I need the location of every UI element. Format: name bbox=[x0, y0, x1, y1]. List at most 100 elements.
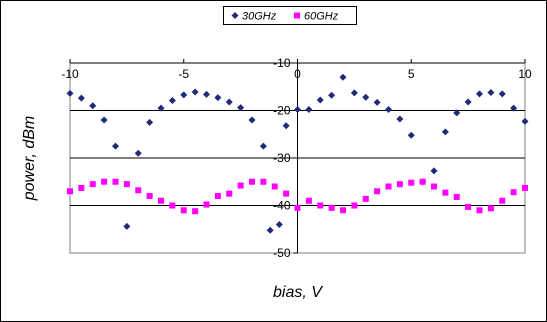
data-point bbox=[134, 149, 142, 157]
y-tick-label: -40 bbox=[273, 199, 291, 213]
data-point bbox=[373, 98, 381, 106]
data-point bbox=[430, 167, 438, 175]
data-point bbox=[135, 187, 142, 194]
data-point bbox=[214, 94, 222, 102]
data-point bbox=[191, 88, 199, 96]
x-tick-label: 10 bbox=[518, 67, 532, 81]
data-point bbox=[260, 178, 267, 185]
data-point bbox=[271, 183, 278, 190]
data-point bbox=[442, 189, 449, 196]
y-tick-labels: -10 -20 -30 -40 -50 bbox=[273, 56, 291, 260]
data-point bbox=[283, 190, 290, 197]
data-point bbox=[522, 184, 528, 191]
data-point bbox=[453, 193, 460, 200]
data-point bbox=[510, 189, 517, 196]
data-point bbox=[476, 90, 483, 98]
data-point bbox=[123, 222, 131, 230]
x-tick-label: -10 bbox=[61, 67, 79, 81]
data-point bbox=[192, 208, 199, 215]
data-point bbox=[350, 89, 358, 97]
data-point bbox=[305, 106, 313, 114]
data-point bbox=[521, 117, 529, 125]
data-point bbox=[487, 88, 495, 96]
data-point bbox=[275, 221, 283, 228]
data-point bbox=[123, 181, 130, 188]
series-30GHz bbox=[66, 73, 529, 234]
data-point bbox=[66, 89, 74, 97]
y-tick-label: -30 bbox=[273, 151, 291, 165]
data-point bbox=[203, 90, 210, 98]
data-point bbox=[67, 188, 73, 195]
legend-marker bbox=[231, 12, 239, 19]
data-point bbox=[407, 131, 415, 139]
data-point bbox=[374, 188, 381, 195]
legend-label: 30GHz bbox=[242, 11, 277, 23]
data-point bbox=[385, 106, 392, 114]
legend: 30GHz 60GHz bbox=[223, 6, 357, 25]
data-point bbox=[431, 183, 437, 190]
data-point bbox=[248, 116, 256, 124]
data-point bbox=[294, 204, 301, 211]
data-point bbox=[158, 197, 164, 204]
data-point bbox=[168, 97, 176, 105]
data-point bbox=[499, 197, 506, 204]
data-point bbox=[408, 179, 415, 186]
legend-marker bbox=[294, 12, 300, 19]
data-point bbox=[78, 184, 85, 191]
data-point bbox=[169, 202, 176, 209]
x-axis-title: bias, V bbox=[273, 284, 323, 301]
data-point bbox=[225, 98, 233, 106]
data-point bbox=[328, 204, 335, 211]
data-point bbox=[339, 73, 347, 81]
x-tick-label: 5 bbox=[408, 67, 415, 81]
data-point bbox=[237, 104, 245, 112]
data-point bbox=[100, 116, 108, 124]
y-tick-label: -20 bbox=[273, 104, 291, 118]
y-axis-title: power, dBm bbox=[21, 116, 38, 201]
data-point bbox=[249, 178, 255, 185]
data-point bbox=[498, 90, 506, 98]
data-point bbox=[441, 128, 449, 136]
data-point bbox=[316, 96, 324, 104]
data-point bbox=[259, 142, 267, 150]
data-point bbox=[89, 181, 96, 188]
data-point bbox=[476, 207, 483, 214]
data-point bbox=[112, 178, 119, 185]
data-point bbox=[282, 122, 290, 130]
data-point bbox=[328, 91, 336, 99]
data-point bbox=[157, 104, 165, 112]
data-point bbox=[89, 102, 97, 110]
data-point bbox=[385, 183, 392, 190]
x-tick-label: -5 bbox=[178, 67, 189, 81]
data-point bbox=[419, 178, 426, 185]
data-point bbox=[362, 93, 370, 101]
data-point bbox=[146, 193, 153, 199]
data-point bbox=[237, 182, 244, 189]
x-tick-label: 0 bbox=[294, 67, 301, 81]
data-point bbox=[203, 201, 210, 208]
data-point bbox=[340, 207, 346, 214]
data-point bbox=[77, 94, 85, 102]
data-point bbox=[226, 190, 233, 197]
data-point bbox=[510, 104, 518, 112]
data-point bbox=[266, 226, 274, 234]
y-tick-label: -50 bbox=[273, 246, 291, 260]
data-point bbox=[362, 195, 369, 202]
x-tick-labels: -10 -5 0 5 10 bbox=[61, 67, 532, 81]
y-tick-label: -10 bbox=[273, 56, 291, 70]
data-point bbox=[112, 142, 119, 150]
data-point bbox=[305, 197, 312, 204]
data-point bbox=[465, 203, 472, 210]
data-point bbox=[396, 115, 404, 123]
legend-label: 60GHz bbox=[304, 11, 339, 23]
data-point bbox=[294, 106, 301, 114]
legend-items: 30GHz 60GHz bbox=[231, 11, 339, 23]
data-point bbox=[146, 118, 154, 126]
data-point bbox=[351, 202, 358, 209]
data-point bbox=[487, 205, 494, 212]
data-point bbox=[464, 98, 472, 106]
data-marks bbox=[66, 73, 529, 234]
axes bbox=[69, 59, 526, 254]
data-point bbox=[180, 207, 187, 214]
